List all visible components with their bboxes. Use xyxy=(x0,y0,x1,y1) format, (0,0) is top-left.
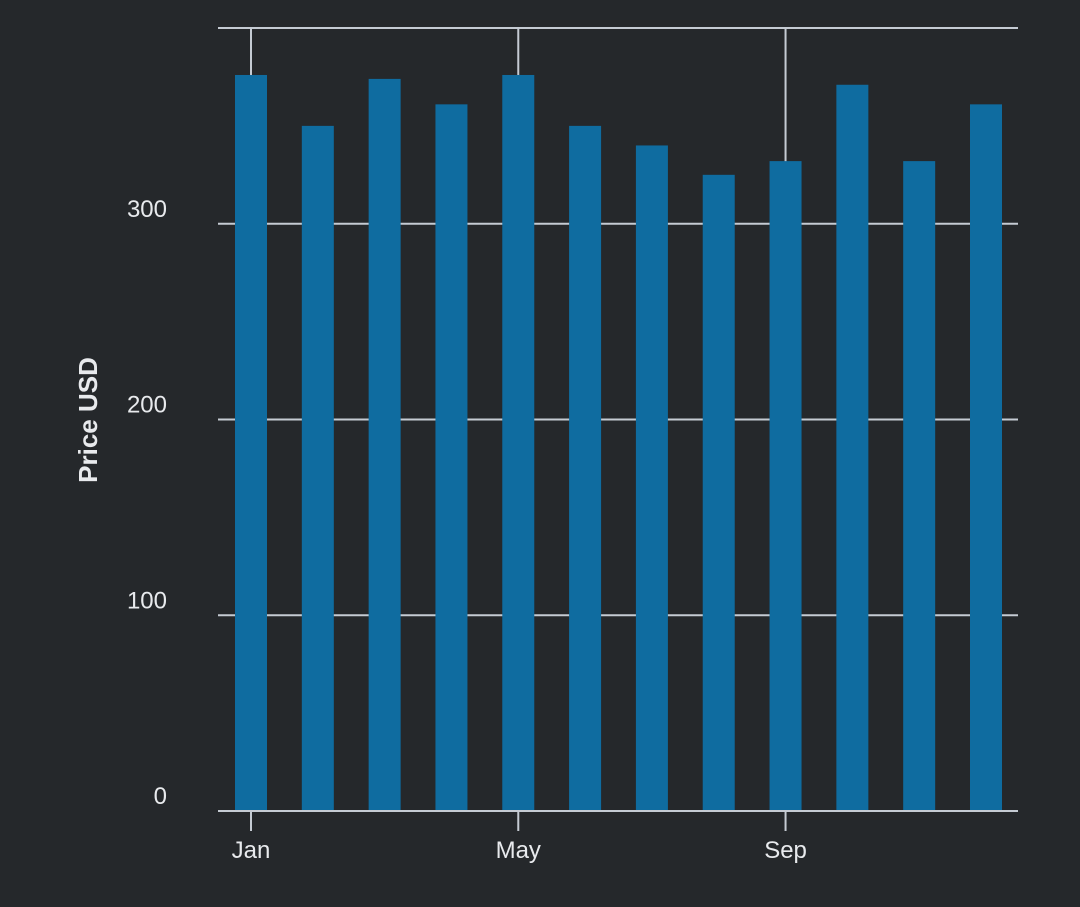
y-tick-label-200: 200 xyxy=(127,392,167,419)
bar-layer xyxy=(235,74,1002,812)
y-tick-label-300: 300 xyxy=(127,196,167,223)
bar-jan xyxy=(235,74,267,812)
bar-sep xyxy=(769,161,802,812)
bar-feb xyxy=(301,125,334,811)
bar-aug xyxy=(702,174,735,811)
axis-layer xyxy=(218,810,1018,831)
x-tick-label-jan: Jan xyxy=(232,837,271,864)
grid-layer xyxy=(218,27,1018,811)
bar-oct xyxy=(836,84,869,811)
bar-jun xyxy=(569,125,602,811)
bar-mar xyxy=(368,78,401,811)
x-tick-label-sep: Sep xyxy=(764,837,807,864)
y-axis-label: Price USD xyxy=(73,357,103,483)
bar-may xyxy=(502,74,535,812)
bar-jul xyxy=(635,145,668,811)
label-layer: Jan May Sep 0 100 200 300 xyxy=(127,196,807,864)
y-tick-label-0: 0 xyxy=(154,783,167,810)
x-tick-label-may: May xyxy=(496,837,541,864)
bar-nov xyxy=(903,161,936,812)
y-tick-label-100: 100 xyxy=(127,587,167,614)
bar-apr xyxy=(435,104,468,811)
bar-dec xyxy=(970,104,1002,811)
